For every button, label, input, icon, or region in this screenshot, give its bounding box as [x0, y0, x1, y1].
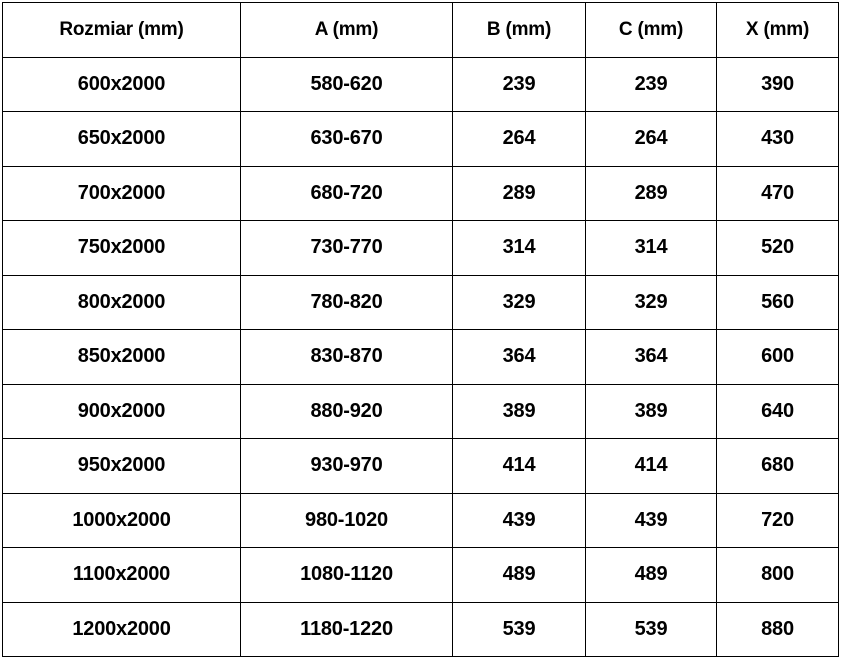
cell-rozmiar: 650x2000	[2, 111, 241, 167]
cell-b: 239	[452, 56, 586, 112]
cell-x: 520	[716, 220, 839, 276]
cell-a: 730-770	[240, 220, 453, 276]
column-header-x: X (mm)	[716, 2, 839, 58]
cell-x: 430	[716, 111, 839, 167]
cell-a: 580-620	[240, 56, 453, 112]
column-header-a: A (mm)	[240, 2, 453, 58]
cell-b: 289	[452, 165, 586, 221]
cell-rozmiar: 900x2000	[2, 383, 241, 439]
cell-b: 539	[452, 601, 586, 657]
cell-c: 439	[585, 492, 717, 548]
cell-x: 720	[716, 492, 839, 548]
table-header-row: Rozmiar (mm) A (mm) B (mm) C (mm) X (mm)	[2, 2, 839, 58]
table-row: 950x2000 930-970 414 414 680	[2, 438, 839, 494]
cell-b: 264	[452, 111, 586, 167]
cell-x: 800	[716, 547, 839, 603]
cell-x: 640	[716, 383, 839, 439]
cell-c: 264	[585, 111, 717, 167]
cell-c: 364	[585, 329, 717, 385]
cell-rozmiar: 700x2000	[2, 165, 241, 221]
cell-b: 329	[452, 274, 586, 330]
cell-x: 390	[716, 56, 839, 112]
table-row: 750x2000 730-770 314 314 520	[2, 220, 839, 276]
table-row: 850x2000 830-870 364 364 600	[2, 329, 839, 385]
cell-rozmiar: 600x2000	[2, 56, 241, 112]
column-header-b: B (mm)	[452, 2, 586, 58]
cell-c: 414	[585, 438, 717, 494]
cell-a: 830-870	[240, 329, 453, 385]
column-header-rozmiar: Rozmiar (mm)	[2, 2, 241, 58]
cell-b: 414	[452, 438, 586, 494]
cell-a: 630-670	[240, 111, 453, 167]
cell-a: 1180-1220	[240, 601, 453, 657]
cell-x: 880	[716, 601, 839, 657]
cell-c: 389	[585, 383, 717, 439]
cell-rozmiar: 850x2000	[2, 329, 241, 385]
table-row: 900x2000 880-920 389 389 640	[2, 383, 839, 439]
cell-rozmiar: 1100x2000	[2, 547, 241, 603]
cell-c: 329	[585, 274, 717, 330]
cell-x: 600	[716, 329, 839, 385]
cell-a: 780-820	[240, 274, 453, 330]
cell-c: 539	[585, 601, 717, 657]
cell-a: 930-970	[240, 438, 453, 494]
cell-x: 680	[716, 438, 839, 494]
cell-a: 880-920	[240, 383, 453, 439]
cell-b: 364	[452, 329, 586, 385]
cell-rozmiar: 750x2000	[2, 220, 241, 276]
cell-b: 439	[452, 492, 586, 548]
table-header: Rozmiar (mm) A (mm) B (mm) C (mm) X (mm)	[2, 2, 839, 58]
cell-rozmiar: 800x2000	[2, 274, 241, 330]
cell-a: 1080-1120	[240, 547, 453, 603]
cell-c: 489	[585, 547, 717, 603]
table-row: 800x2000 780-820 329 329 560	[2, 274, 839, 330]
cell-c: 289	[585, 165, 717, 221]
column-header-c: C (mm)	[585, 2, 717, 58]
cell-c: 239	[585, 56, 717, 112]
cell-b: 389	[452, 383, 586, 439]
table-row: 700x2000 680-720 289 289 470	[2, 165, 839, 221]
table-row: 650x2000 630-670 264 264 430	[2, 111, 839, 167]
table-row: 1200x2000 1180-1220 539 539 880	[2, 601, 839, 657]
table-body: 600x2000 580-620 239 239 390 650x2000 63…	[2, 56, 839, 657]
cell-b: 314	[452, 220, 586, 276]
cell-b: 489	[452, 547, 586, 603]
cell-c: 314	[585, 220, 717, 276]
cell-x: 560	[716, 274, 839, 330]
table-row: 1100x2000 1080-1120 489 489 800	[2, 547, 839, 603]
cell-x: 470	[716, 165, 839, 221]
cell-rozmiar: 1000x2000	[2, 492, 241, 548]
table-row: 600x2000 580-620 239 239 390	[2, 56, 839, 112]
cell-rozmiar: 1200x2000	[2, 601, 241, 657]
cell-rozmiar: 950x2000	[2, 438, 241, 494]
cell-a: 680-720	[240, 165, 453, 221]
cell-a: 980-1020	[240, 492, 453, 548]
table-row: 1000x2000 980-1020 439 439 720	[2, 492, 839, 548]
